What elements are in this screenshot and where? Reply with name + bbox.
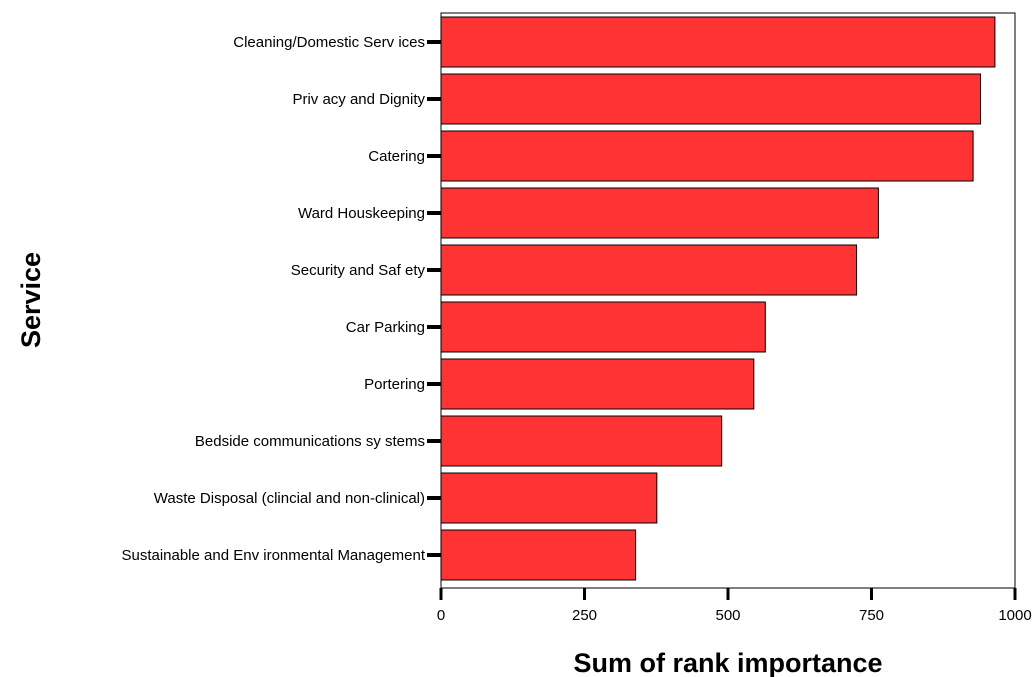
bar-3 <box>440 187 879 239</box>
bar-4 <box>440 244 858 296</box>
y-axis-title: Service <box>16 252 46 348</box>
y-tick-label-8: Waste Disposal (clincial and non-clinica… <box>154 490 425 507</box>
y-tick-label-0: Cleaning/Domestic Serv ices <box>233 34 425 51</box>
y-tick-label-3: Ward Houskeeping <box>298 205 425 222</box>
value-axis: 0 250 500 750 1000 <box>437 588 1032 624</box>
x-tick-label-2: 500 <box>715 607 740 624</box>
y-tick-label-9: Sustainable and Env ironmental Managemen… <box>121 547 425 564</box>
bars-group <box>440 16 996 581</box>
category-axis: Cleaning/Domestic Serv ices Priv acy and … <box>121 34 441 564</box>
bar-7 <box>440 415 723 467</box>
bar-9 <box>440 529 637 581</box>
y-tick-label-5: Car Parking <box>346 319 425 336</box>
x-tick-label-4: 1000 <box>998 607 1031 624</box>
x-tick-label-1: 250 <box>572 607 597 624</box>
bar-8 <box>440 472 658 524</box>
bar-6 <box>440 358 755 410</box>
y-tick-label-2: Catering <box>368 148 425 165</box>
x-axis-title: Sum of rank importance <box>573 648 882 677</box>
bar-2 <box>440 130 974 182</box>
y-tick-label-4: Security and Saf ety <box>291 262 426 279</box>
x-tick-label-3: 750 <box>859 607 884 624</box>
bar-5 <box>440 301 766 353</box>
y-tick-label-7: Bedside communications sy stems <box>195 433 425 450</box>
bar-1 <box>440 73 982 125</box>
y-tick-label-1: Priv acy and Dignity <box>292 91 425 108</box>
y-tick-label-6: Portering <box>364 376 425 393</box>
bar-0 <box>440 16 996 68</box>
x-tick-label-0: 0 <box>437 607 445 624</box>
